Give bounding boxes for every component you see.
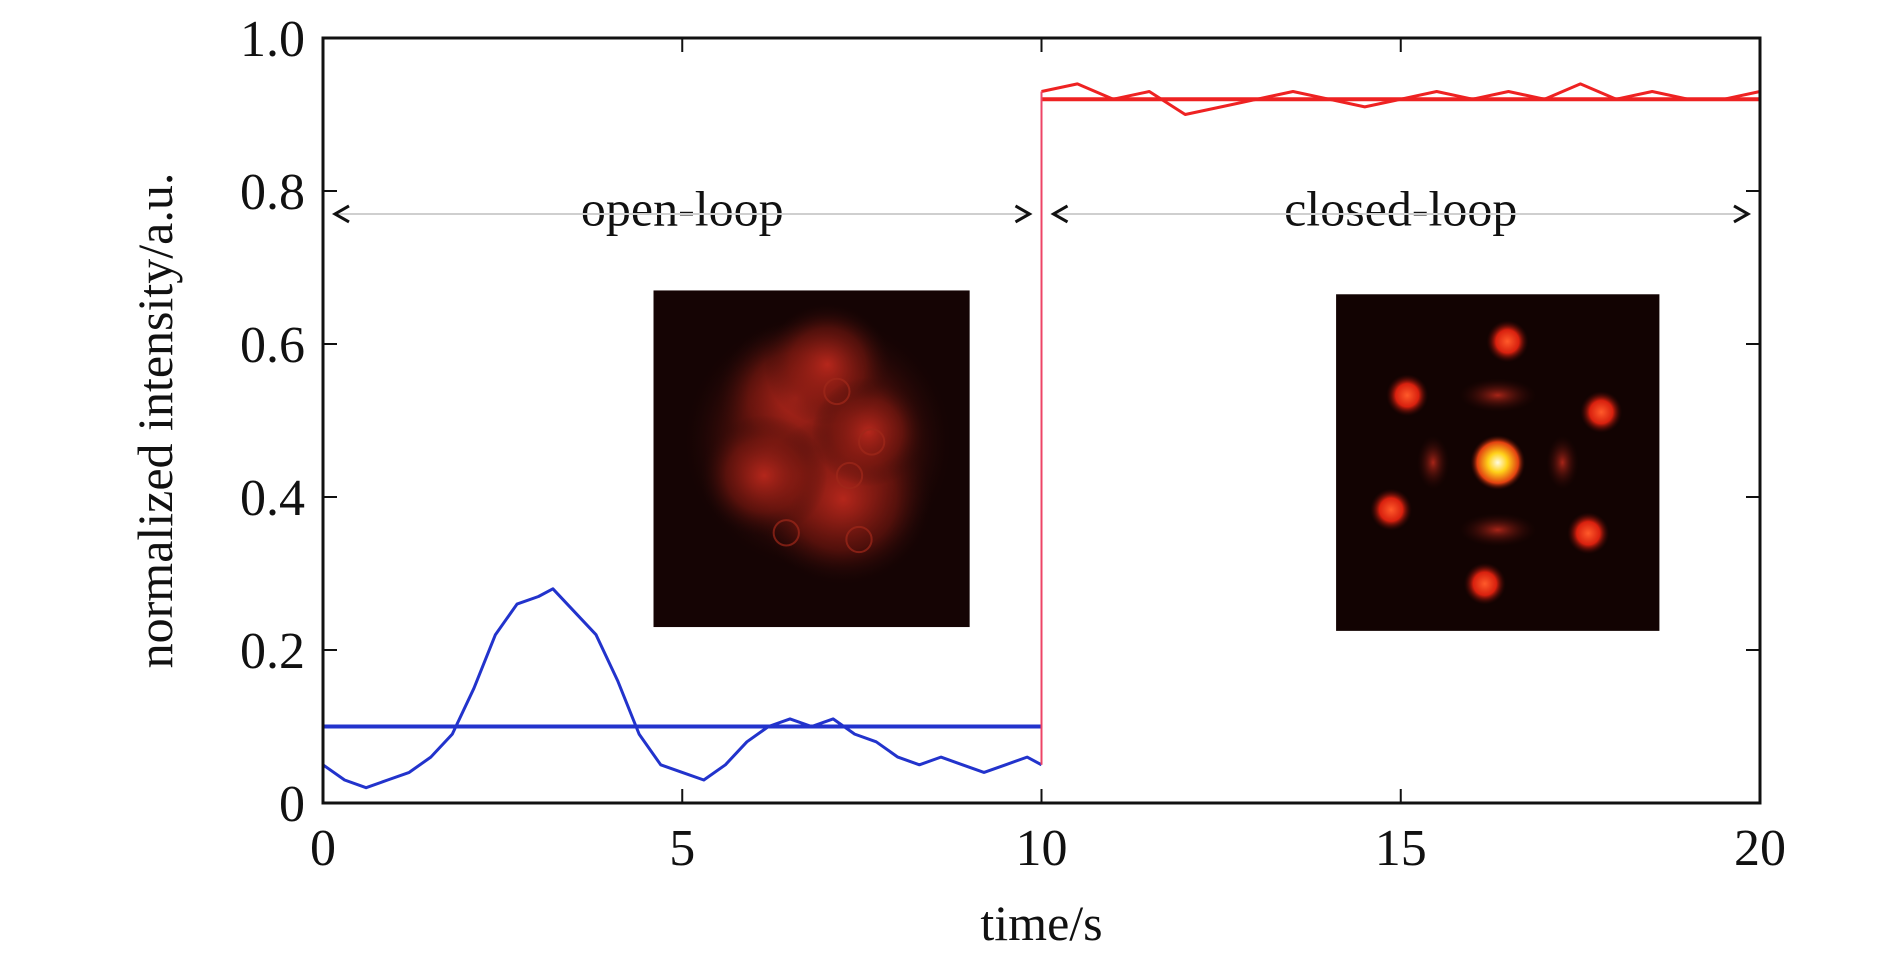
- y-tick-label: 0.8: [240, 164, 305, 221]
- x-tick-label: 5: [669, 820, 695, 877]
- series-line-1: [322, 587, 1043, 790]
- open-loop-inset: [653, 290, 970, 628]
- diffraction-lobe: [1463, 562, 1506, 605]
- central-lobe: [1470, 435, 1526, 491]
- diffraction-lobe: [1580, 391, 1623, 434]
- speckle-ring: [823, 377, 851, 406]
- closed-loop-label: closed-loop: [1284, 180, 1517, 236]
- series-layer: [322, 82, 1761, 790]
- label-backdrop: [564, 176, 800, 241]
- diffraction-lobe: [1567, 512, 1610, 555]
- open-loop-left-arrowhead: [331, 204, 350, 224]
- speckle-ring: [835, 461, 864, 490]
- label-backdrop: [1268, 176, 1534, 241]
- x-tick-label: 10: [1016, 820, 1068, 877]
- open-loop-label: open-loop: [581, 180, 784, 236]
- y-tick-label: 1.0: [240, 11, 305, 68]
- insets-layer: [653, 290, 1660, 631]
- speckle-ring: [858, 428, 886, 456]
- x-tick-label: 0: [310, 820, 336, 877]
- speckle-blob: [700, 414, 828, 537]
- y-axis-label: normalized intensity/a.u.: [127, 173, 183, 669]
- speckle-ring: [845, 525, 873, 554]
- speckle-ring: [772, 519, 800, 547]
- x-tick-label: 15: [1375, 820, 1427, 877]
- diffraction-lobe: [1386, 374, 1429, 417]
- annotations: open-loop closed-loop: [331, 176, 1752, 241]
- side-lobe: [1458, 513, 1537, 547]
- x-axis-label: time/s: [980, 895, 1102, 951]
- open-loop-speckle-pattern: [685, 303, 951, 584]
- diffraction-lobe: [1486, 320, 1529, 363]
- y-tick-label: 0.4: [240, 470, 305, 527]
- side-lobe: [1546, 435, 1579, 490]
- side-lobe: [1458, 378, 1537, 413]
- closed-loop-right-arrowhead: [1733, 204, 1752, 224]
- diffraction-lobe: [1370, 488, 1413, 531]
- y-tick-label: 0.2: [240, 623, 305, 680]
- closed-loop-inset: [1336, 294, 1660, 631]
- speckle-blob: [811, 377, 926, 487]
- open-loop-right-arrowhead: [1014, 204, 1033, 224]
- y-tick-label: 0: [279, 776, 305, 833]
- y-tick-label: 0.6: [240, 317, 305, 374]
- closed-loop-left-arrowhead: [1050, 204, 1069, 224]
- side-lobe: [1416, 435, 1450, 490]
- x-tick-label: 20: [1734, 820, 1786, 877]
- closed-loop-lobe-pattern: [1370, 320, 1623, 605]
- axis-ticks: 0 5 10 15 20 0 0.2 0.4 0.6 0.8 1.0: [240, 11, 1786, 877]
